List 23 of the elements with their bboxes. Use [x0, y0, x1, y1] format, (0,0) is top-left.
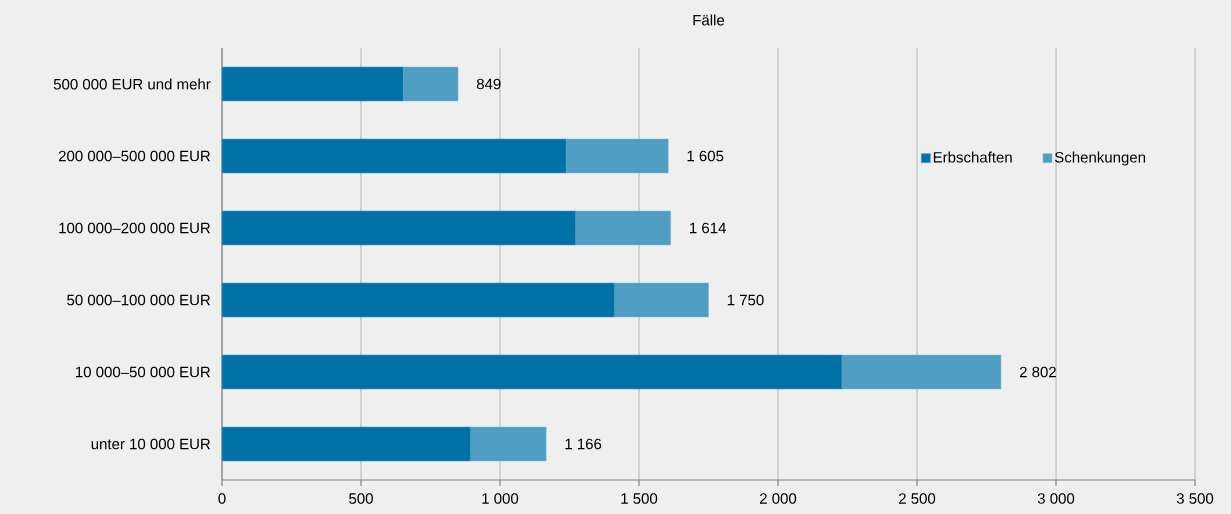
legend-label: Schenkungen — [1054, 151, 1146, 166]
x-tick-label: 500 — [349, 493, 373, 504]
x-tick-label: 2 000 — [759, 493, 797, 504]
y-tick-label: 100 000–200 000 EUR — [59, 222, 211, 234]
legend-label: Erbschaften — [933, 151, 1012, 163]
total-label: 1 614 — [690, 222, 726, 234]
x-tick-label: 2 500 — [898, 493, 936, 504]
y-tick-label: 50 000–100 000 EUR — [67, 294, 211, 306]
total-label: 849 — [476, 78, 501, 90]
total-label: 1 605 — [687, 150, 724, 162]
y-tick-label: 200 000–500 000 EUR — [58, 150, 211, 162]
chart-title: Fälle — [693, 14, 725, 26]
y-tick-label: unter 10 000 EUR — [91, 438, 211, 450]
total-label: 2 802 — [1019, 366, 1056, 378]
x-tick-label: 3 500 — [1176, 493, 1214, 504]
y-tick-label: 10 000–50 000 EUR — [76, 366, 211, 378]
x-tick-label: 3 000 — [1037, 493, 1075, 504]
y-tick-label: 500 000 EUR und mehr — [53, 78, 211, 90]
total-label: 1 166 — [565, 438, 602, 450]
x-tick-label: 1 000 — [482, 493, 519, 504]
x-tick-label: 1 500 — [621, 493, 658, 504]
x-tick-label: 0 — [218, 493, 226, 504]
total-label: 1 750 — [727, 294, 764, 306]
